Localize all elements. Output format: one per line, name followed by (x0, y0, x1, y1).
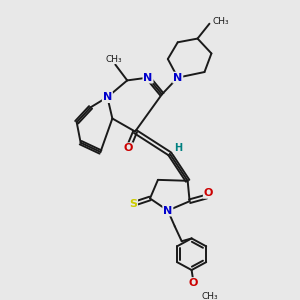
Text: S: S (129, 199, 137, 209)
Text: N: N (173, 73, 182, 82)
Text: O: O (124, 143, 133, 153)
Text: N: N (163, 206, 172, 215)
Text: N: N (103, 92, 112, 102)
Text: CH₃: CH₃ (212, 17, 229, 26)
Text: CH₃: CH₃ (202, 292, 218, 300)
Text: O: O (204, 188, 213, 198)
Text: N: N (143, 73, 153, 82)
Text: O: O (189, 278, 198, 288)
Text: H: H (174, 143, 182, 153)
Text: CH₃: CH₃ (105, 55, 122, 64)
